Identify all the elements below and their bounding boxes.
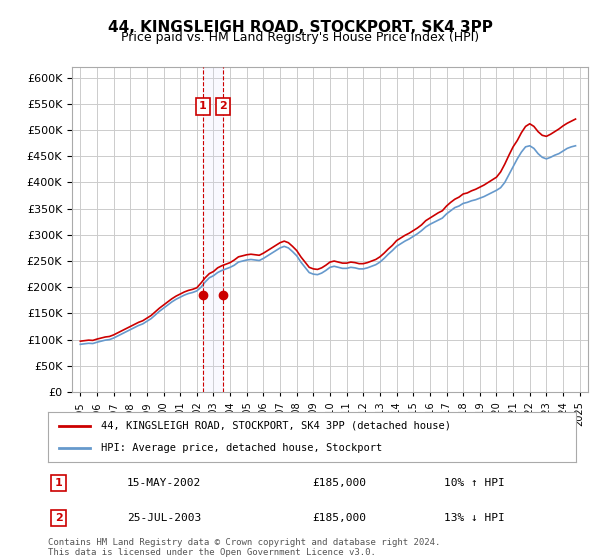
Bar: [203, 67, 223, 392]
Text: £185,000: £185,000: [312, 513, 366, 523]
Text: 10% ↑ HPI: 10% ↑ HPI: [444, 478, 505, 488]
Text: HPI: Average price, detached house, Stockport: HPI: Average price, detached house, Stoc…: [101, 443, 382, 453]
Text: 44, KINGSLEIGH ROAD, STOCKPORT, SK4 3PP (detached house): 44, KINGSLEIGH ROAD, STOCKPORT, SK4 3PP …: [101, 421, 451, 431]
Text: Contains HM Land Registry data © Crown copyright and database right 2024.
This d: Contains HM Land Registry data © Crown c…: [48, 538, 440, 557]
Text: 1: 1: [55, 478, 62, 488]
Text: 2: 2: [219, 101, 227, 111]
Text: £185,000: £185,000: [312, 478, 366, 488]
Text: 25-JUL-2003: 25-JUL-2003: [127, 513, 202, 523]
Text: 44, KINGSLEIGH ROAD, STOCKPORT, SK4 3PP: 44, KINGSLEIGH ROAD, STOCKPORT, SK4 3PP: [107, 20, 493, 35]
Text: 15-MAY-2002: 15-MAY-2002: [127, 478, 202, 488]
Text: 1: 1: [199, 101, 207, 111]
Text: Price paid vs. HM Land Registry's House Price Index (HPI): Price paid vs. HM Land Registry's House …: [121, 31, 479, 44]
Text: 2: 2: [55, 513, 62, 523]
Text: 13% ↓ HPI: 13% ↓ HPI: [444, 513, 505, 523]
